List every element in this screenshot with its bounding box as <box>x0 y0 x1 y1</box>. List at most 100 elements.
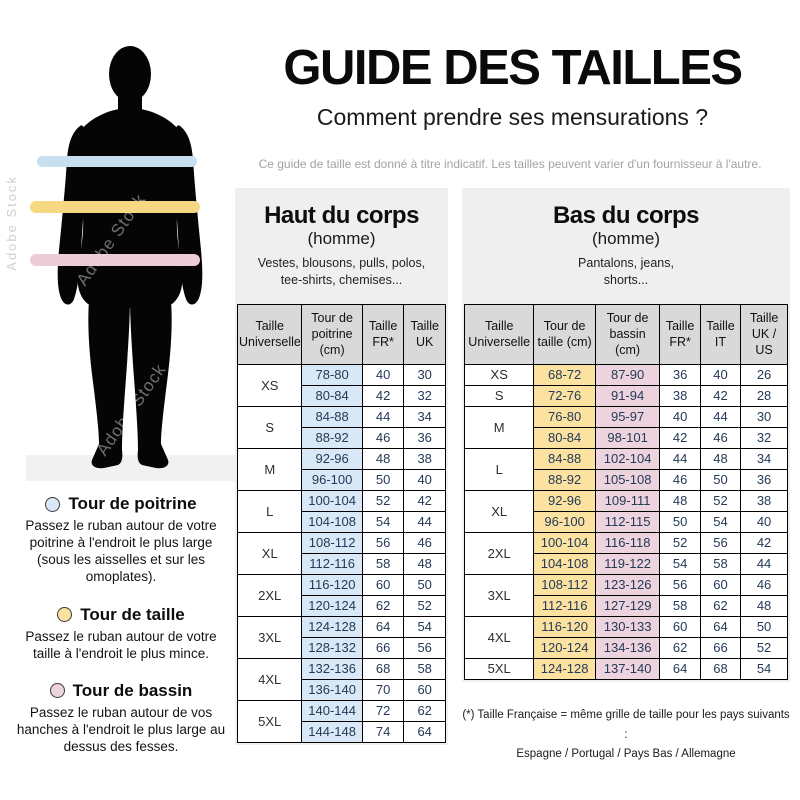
floor-shadow <box>26 455 235 481</box>
table-row: 5XL 124-128 137-140 64 68 54 <box>463 657 788 680</box>
lower-body-size-table: Taille Universelle Tour de taille (cm) Tou… <box>463 303 788 680</box>
value-cell: 42 <box>403 489 446 512</box>
table-row: L 100-104 52 42 <box>236 489 446 533</box>
footnote-line: (*) Taille Française = même grille de ta… <box>462 709 790 741</box>
value-cell: 36 <box>659 363 701 386</box>
value-cell: 98-101 <box>594 426 661 449</box>
value-cell: 30 <box>403 363 446 386</box>
column-header: Tour de taille (cm) <box>533 303 596 365</box>
value-cell: 54 <box>659 552 701 575</box>
hips-measure-band <box>30 254 200 266</box>
column-header: Tour de bassin (cm) <box>594 303 661 365</box>
value-cell: 92-96 <box>301 447 363 470</box>
value-cell: 44 <box>699 405 742 428</box>
value-cell: 56 <box>659 573 701 596</box>
upper-body-size-table: Taille Universelle Tour de poitrine (cm) T… <box>236 303 446 743</box>
value-cell: 50 <box>361 468 405 491</box>
value-cell: 42 <box>740 531 788 554</box>
value-cell: 120-124 <box>533 636 596 659</box>
size-label-cell: 4XL <box>236 657 303 701</box>
value-cell: 124-128 <box>301 615 363 638</box>
value-cell: 70 <box>361 678 405 701</box>
table-row: L 84-88 102-104 44 48 34 <box>463 447 788 491</box>
hips-color-dot-icon <box>49 683 65 699</box>
size-label-cell: XL <box>463 489 535 533</box>
value-cell: 112-116 <box>533 594 596 617</box>
value-cell: 88-92 <box>533 468 596 491</box>
value-cell: 46 <box>699 426 742 449</box>
value-cell: 40 <box>740 510 788 533</box>
value-cell: 44 <box>403 510 446 533</box>
size-label-cell: XS <box>463 363 535 386</box>
legend-description: Passez le ruban autour de vos hanches à … <box>16 704 226 755</box>
size-label-cell: 5XL <box>463 657 535 680</box>
value-cell: 134-136 <box>594 636 661 659</box>
size-label-cell: XL <box>236 531 303 575</box>
column-header: Taille Universelle <box>236 303 303 365</box>
value-cell: 56 <box>361 531 405 554</box>
value-cell: 48 <box>659 489 701 512</box>
value-cell: 88-92 <box>301 426 363 449</box>
value-cell: 38 <box>740 489 788 512</box>
legend-title: Tour de poitrine <box>68 494 197 513</box>
value-cell: 52 <box>659 531 701 554</box>
value-cell: 136-140 <box>301 678 363 701</box>
value-cell: 74 <box>361 720 405 743</box>
value-cell: 123-126 <box>594 573 661 596</box>
table-row: 4XL 132-136 68 58 <box>236 657 446 701</box>
value-cell: 72 <box>361 699 405 722</box>
table-row: 112-116 58 48 <box>238 552 446 575</box>
value-cell: 60 <box>403 678 446 701</box>
value-cell: 80-84 <box>533 426 596 449</box>
value-cell: 109-111 <box>594 489 661 512</box>
value-cell: 140-144 <box>301 699 363 722</box>
table-row: 2XL 100-104 116-118 52 56 42 <box>463 531 788 575</box>
value-cell: 60 <box>361 573 405 596</box>
size-label-cell: 3XL <box>236 615 303 659</box>
value-cell: 30 <box>740 405 788 428</box>
table-row: 4XL 116-120 130-133 60 64 50 <box>463 615 788 659</box>
value-cell: 72-76 <box>533 384 596 407</box>
value-cell: 28 <box>740 384 788 407</box>
size-label-cell: M <box>236 447 303 491</box>
table-row: 80-84 98-101 42 46 32 <box>465 426 788 449</box>
header-row: Taille Universelle Tour de taille (cm) Tou… <box>463 303 788 365</box>
value-cell: 34 <box>740 447 788 470</box>
value-cell: 68-72 <box>533 363 596 386</box>
value-cell: 116-118 <box>594 531 661 554</box>
value-cell: 42 <box>659 426 701 449</box>
value-cell: 56 <box>403 636 446 659</box>
legend-title: Tour de bassin <box>72 680 193 700</box>
value-cell: 40 <box>659 405 701 428</box>
value-cell: 104-108 <box>301 510 363 533</box>
value-cell: 42 <box>361 384 405 407</box>
value-cell: 64 <box>699 615 742 638</box>
value-cell: 52 <box>403 594 446 617</box>
table-row: 3XL 108-112 123-126 56 60 46 <box>463 573 788 617</box>
footnote-line: Espagne / Portugal / Pays Bas / Allemagn… <box>516 748 736 761</box>
value-cell: 50 <box>659 510 701 533</box>
french-size-footnote: (*) Taille Française = même grille de ta… <box>462 706 790 765</box>
column-header: Taille UK <box>403 303 446 365</box>
table-row: 104-108 119-122 54 58 44 <box>465 552 788 575</box>
value-cell: 127-129 <box>594 594 661 617</box>
waist-measure-band <box>30 201 200 213</box>
value-cell: 44 <box>740 552 788 575</box>
value-cell: 54 <box>699 510 742 533</box>
value-cell: 124-128 <box>533 657 596 680</box>
value-cell: 120-124 <box>301 594 363 617</box>
value-cell: 46 <box>361 426 405 449</box>
value-cell: 128-132 <box>301 636 363 659</box>
value-cell: 66 <box>699 636 742 659</box>
value-cell: 84-88 <box>301 405 363 428</box>
value-cell: 34 <box>403 405 446 428</box>
value-cell: 108-112 <box>301 531 363 554</box>
table-row: 112-116 127-129 58 62 48 <box>465 594 788 617</box>
column-header: Taille UK / US <box>740 303 788 365</box>
value-cell: 46 <box>403 531 446 554</box>
value-cell: 60 <box>699 573 742 596</box>
value-cell: 80-84 <box>301 384 363 407</box>
table-row: M 76-80 95-97 40 44 30 <box>463 405 788 449</box>
panel-description: Pantalons, jeans, shorts... <box>578 256 674 287</box>
value-cell: 48 <box>699 447 742 470</box>
